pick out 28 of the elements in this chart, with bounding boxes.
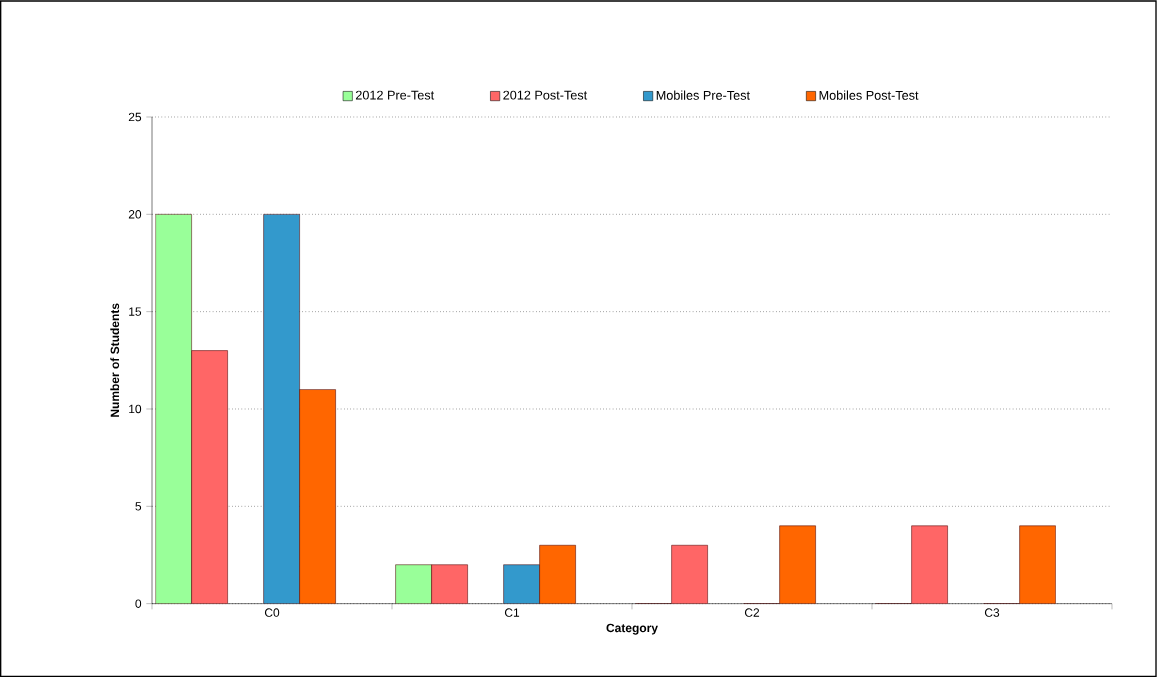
x-tick-label: C2 bbox=[744, 608, 760, 617]
y-tick-label: 20 bbox=[128, 210, 142, 219]
y-axis-title: Number of Students bbox=[110, 303, 120, 417]
bar bbox=[779, 525, 816, 604]
x-tick-label: C0 bbox=[264, 608, 280, 617]
bar bbox=[1019, 525, 1056, 604]
y-tick-label: 5 bbox=[135, 502, 142, 511]
y-tick-label: 10 bbox=[129, 404, 142, 414]
bar bbox=[503, 564, 540, 604]
y-tick-label: 15 bbox=[129, 307, 142, 316]
x-axis-title: Category bbox=[606, 623, 658, 635]
bar bbox=[431, 564, 468, 604]
x-tick-label: C3 bbox=[984, 608, 1000, 617]
bar bbox=[395, 564, 432, 604]
bar bbox=[299, 389, 336, 604]
bar bbox=[911, 525, 948, 604]
bar bbox=[191, 350, 228, 604]
legend-label: 2012 Post-Test bbox=[503, 90, 588, 100]
bar bbox=[539, 544, 576, 604]
y-tick-label: 25 bbox=[128, 112, 142, 122]
legend-label: 2012 Pre-Test bbox=[355, 90, 435, 100]
legend-label: Mobiles Post-Test bbox=[819, 90, 919, 100]
bar bbox=[671, 544, 708, 604]
bar bbox=[155, 214, 192, 604]
x-tick-label: C1 bbox=[504, 608, 520, 617]
bar bbox=[263, 214, 300, 604]
legend-label: Mobiles Pre-Test bbox=[656, 90, 750, 100]
y-tick-label: 0 bbox=[135, 599, 142, 608]
